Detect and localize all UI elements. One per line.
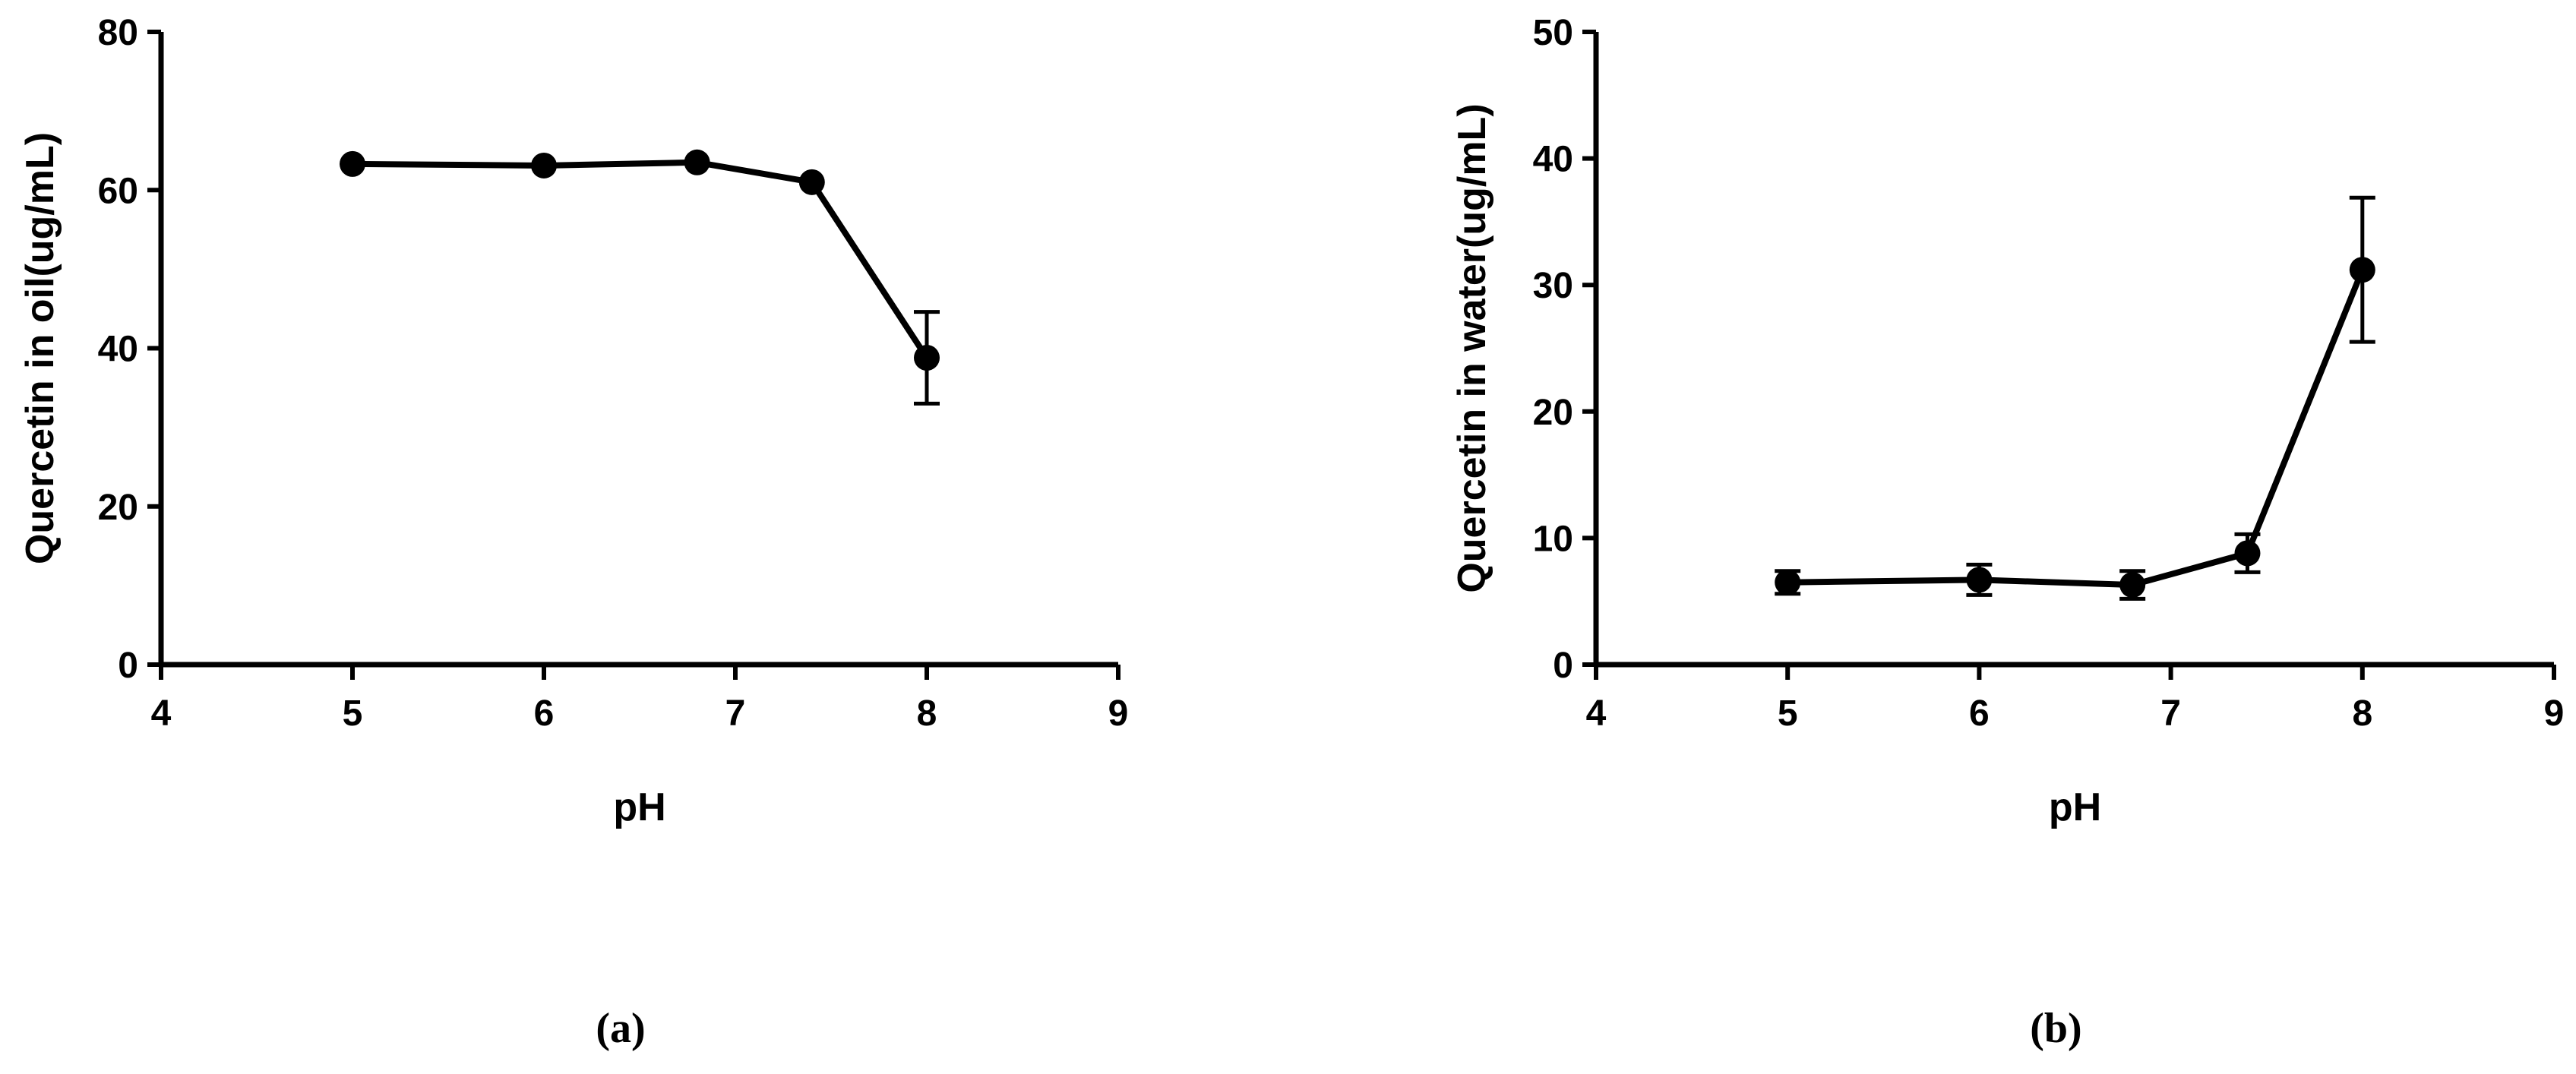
- y-tick-label: 60: [98, 171, 138, 211]
- y-tick-label: 40: [1533, 140, 1573, 180]
- x-tick-label: 5: [343, 693, 363, 734]
- x-tick-label: 7: [725, 693, 746, 734]
- series-line: [352, 159, 930, 360]
- y-axis-title: Quercetin in oil(ug/mL): [18, 132, 62, 564]
- data-point: [1775, 569, 1801, 595]
- x-tick-label: 9: [1108, 693, 1129, 734]
- chart-panel-1: 0 20 40 60 80 4 5 6 7 8 9 pH Quercetin in oil(ug/mL)…: [18, 13, 1128, 1052]
- y-tick-label: 30: [1533, 266, 1573, 306]
- x-axis-title: pH: [2049, 785, 2101, 829]
- series-line: [1787, 268, 2366, 589]
- data-point: [340, 150, 365, 177]
- x-tick-label: 8: [917, 693, 937, 734]
- panel-caption: (a): [596, 1005, 645, 1052]
- x-tick-label: 4: [151, 693, 172, 734]
- x-tick-label: 6: [1969, 693, 1990, 734]
- y-tick-label: 0: [1553, 646, 1573, 686]
- x-tick-label: 9: [2544, 693, 2565, 734]
- x-tick-label: 7: [2160, 693, 2181, 734]
- data-point: [798, 169, 825, 195]
- chart-panel-2: 0 10 20 30 40 50 4 5 6 7 8 9 pH Quercetin in water(ug…: [1450, 13, 2564, 1052]
- y-tick-label: 20: [1533, 393, 1573, 433]
- x-tick-label: 6: [534, 693, 555, 734]
- data-point: [531, 152, 557, 178]
- data-point: [2349, 257, 2375, 283]
- x-tick-label: 5: [1778, 693, 1798, 734]
- data-point: [684, 149, 710, 175]
- y-tick-label: 50: [1533, 13, 1573, 53]
- x-tick-label: 4: [1586, 693, 1607, 734]
- y-tick-label: 20: [98, 488, 138, 528]
- y-axis-title: Quercetin in water(ug/mL): [1450, 103, 1494, 592]
- x-axis-title: pH: [613, 785, 665, 829]
- data-point: [914, 344, 940, 371]
- y-tick-label: 80: [98, 13, 138, 53]
- data-point: [2234, 540, 2261, 567]
- panel-caption: (b): [2030, 1005, 2081, 1052]
- data-point: [2119, 572, 2146, 599]
- x-tick-label: 8: [2352, 693, 2372, 734]
- y-tick-label: 0: [118, 646, 138, 686]
- y-tick-label: 10: [1533, 519, 1573, 559]
- data-point: [1966, 567, 1993, 593]
- y-tick-label: 40: [98, 330, 138, 370]
